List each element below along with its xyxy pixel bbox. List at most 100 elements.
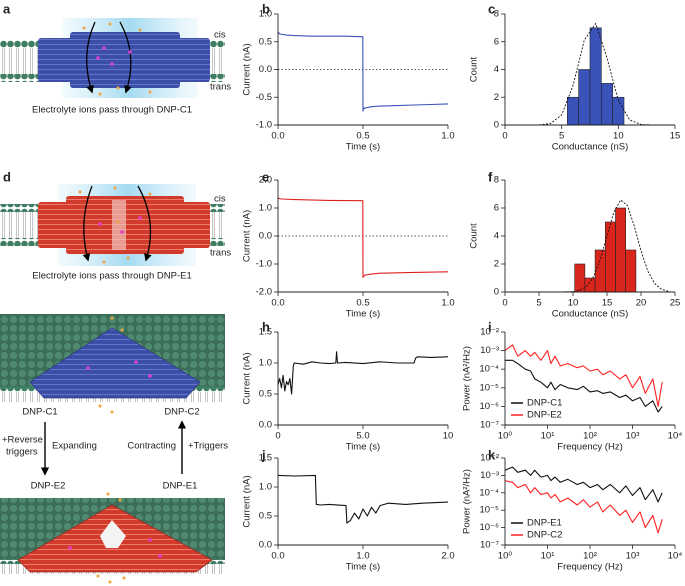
- x-tick-label: 0: [502, 131, 507, 142]
- y-tick-label: 4: [494, 64, 499, 75]
- panel-label: a: [3, 1, 11, 16]
- caption: Electrolyte ions pass through DNP-C1: [32, 105, 192, 116]
- y-tick-label: 10⁻⁵: [479, 382, 499, 393]
- ions: [68, 538, 162, 558]
- x-tick-label: 25: [670, 298, 681, 309]
- x-tick-label: 5: [559, 131, 564, 142]
- x-axis-label: Frequency (Hz): [557, 562, 622, 573]
- x-tick-label: 10⁰: [498, 551, 513, 562]
- legend-label: DNP-C1: [527, 398, 562, 409]
- side-label: trans: [210, 248, 231, 259]
- trace: [504, 480, 663, 534]
- bar: [604, 221, 616, 293]
- process-label: Expanding: [52, 441, 97, 452]
- y-axis-label: Power (nA²/Hz): [462, 469, 473, 534]
- ions: [98, 316, 124, 414]
- legend-label: DNP-E1: [527, 518, 562, 529]
- y-tick-label: 0: [494, 287, 499, 298]
- y-tick-label: 8: [494, 175, 499, 186]
- y-tick-label: 8: [494, 9, 499, 20]
- x-axis-label: Frequency (Hz): [557, 442, 622, 453]
- y-axis-label: Power (nA²/Hz): [462, 346, 473, 411]
- y-tick-label: 0.0: [259, 420, 272, 431]
- trace: [277, 474, 449, 524]
- y-tick-label: 1.0: [259, 358, 272, 369]
- x-tick-label: 10: [613, 131, 624, 142]
- caption: Electrolyte ions pass through DNP-E1: [32, 271, 191, 282]
- y-tick-label: 10⁻⁷: [480, 540, 500, 551]
- x-tick-label: 10³: [626, 551, 640, 562]
- y-tick-label: 0.0: [259, 64, 272, 75]
- legend-label: DNP-C2: [527, 530, 562, 541]
- y-tick-label: 2.0: [259, 175, 272, 186]
- y-tick-label: 1.0: [259, 482, 272, 493]
- panel-label: d: [3, 169, 11, 184]
- trace: [277, 197, 449, 278]
- y-tick-label: 1.0: [259, 9, 272, 20]
- x-tick-label: 0.5: [356, 131, 369, 142]
- bar: [612, 96, 625, 126]
- x-tick-label: 0.0: [271, 551, 284, 562]
- x-axis-label: Conductance (nS): [552, 309, 629, 320]
- y-tick-label: 6: [494, 36, 499, 47]
- panel-label: b: [262, 1, 270, 16]
- y-axis-label: Current (nA): [242, 210, 253, 262]
- trace: [505, 359, 663, 413]
- y-tick-label: 10⁻⁷: [480, 420, 500, 431]
- trace: [504, 466, 663, 503]
- x-tick-label: 10¹: [541, 551, 555, 562]
- y-tick-label: -1.0: [256, 259, 272, 270]
- ions: [96, 46, 132, 66]
- y-tick-label: 10⁻²: [480, 327, 499, 338]
- ions: [82, 22, 152, 96]
- x-tick-label: 5.0: [356, 431, 369, 442]
- x-tick-label: 10²: [583, 431, 597, 442]
- y-axis-label: Current (nA): [242, 43, 253, 95]
- x-tick-label: 0: [275, 431, 280, 442]
- x-tick-label: 20: [636, 298, 647, 309]
- state-label: DNP-C2: [164, 407, 199, 418]
- bar: [584, 277, 596, 293]
- ions: [78, 186, 152, 264]
- x-axis-label: Time (s): [346, 142, 380, 153]
- side-label: cis: [214, 194, 226, 205]
- ions: [86, 360, 152, 378]
- y-tick-label: 1.0: [259, 203, 272, 214]
- x-tick-label: 2.0: [441, 551, 454, 562]
- state-label: DNP-E2: [31, 481, 66, 492]
- y-tick-label: 4: [494, 231, 499, 242]
- y-tick-label: 10⁻⁵: [479, 505, 499, 516]
- x-axis-label: Conductance (nS): [552, 142, 629, 153]
- y-tick-label: 10⁻²: [480, 453, 499, 464]
- fit-curve: [538, 22, 653, 126]
- x-tick-label: 0.0: [271, 298, 284, 309]
- x-tick-label: 10¹: [541, 431, 555, 442]
- pore-opening: [100, 520, 126, 548]
- panel-label: i: [488, 319, 492, 334]
- side-label: cis: [214, 30, 226, 41]
- x-tick-label: 10⁰: [498, 431, 513, 442]
- ions: [98, 216, 142, 234]
- x-axis-label: Time (s): [346, 442, 380, 453]
- ion-arrow: [119, 21, 132, 94]
- x-tick-label: 0: [502, 298, 507, 309]
- y-axis-label: Current (nA): [242, 352, 253, 404]
- bar: [578, 69, 591, 126]
- y-tick-label: 10⁻⁶: [480, 522, 500, 533]
- x-tick-label: 10⁴: [668, 551, 683, 562]
- y-axis-label: Count: [469, 223, 480, 249]
- ions: [96, 492, 126, 584]
- trigger-label: triggers: [6, 447, 38, 458]
- y-tick-label: 10⁻³: [480, 470, 499, 481]
- diagram-a: cis trans Electrolyte ions pass through …: [0, 18, 231, 116]
- y-tick-label: 0.0: [259, 231, 272, 242]
- y-tick-label: 2: [494, 259, 499, 270]
- trace: [277, 351, 449, 395]
- panel-label: h: [262, 319, 270, 334]
- x-tick-label: 10⁴: [668, 431, 683, 442]
- state-label: DNP-E1: [163, 481, 198, 492]
- bar: [594, 249, 606, 293]
- y-tick-label: 10⁻⁶: [480, 401, 500, 412]
- ion-arrow: [82, 185, 93, 262]
- y-tick-label: 2: [494, 92, 499, 103]
